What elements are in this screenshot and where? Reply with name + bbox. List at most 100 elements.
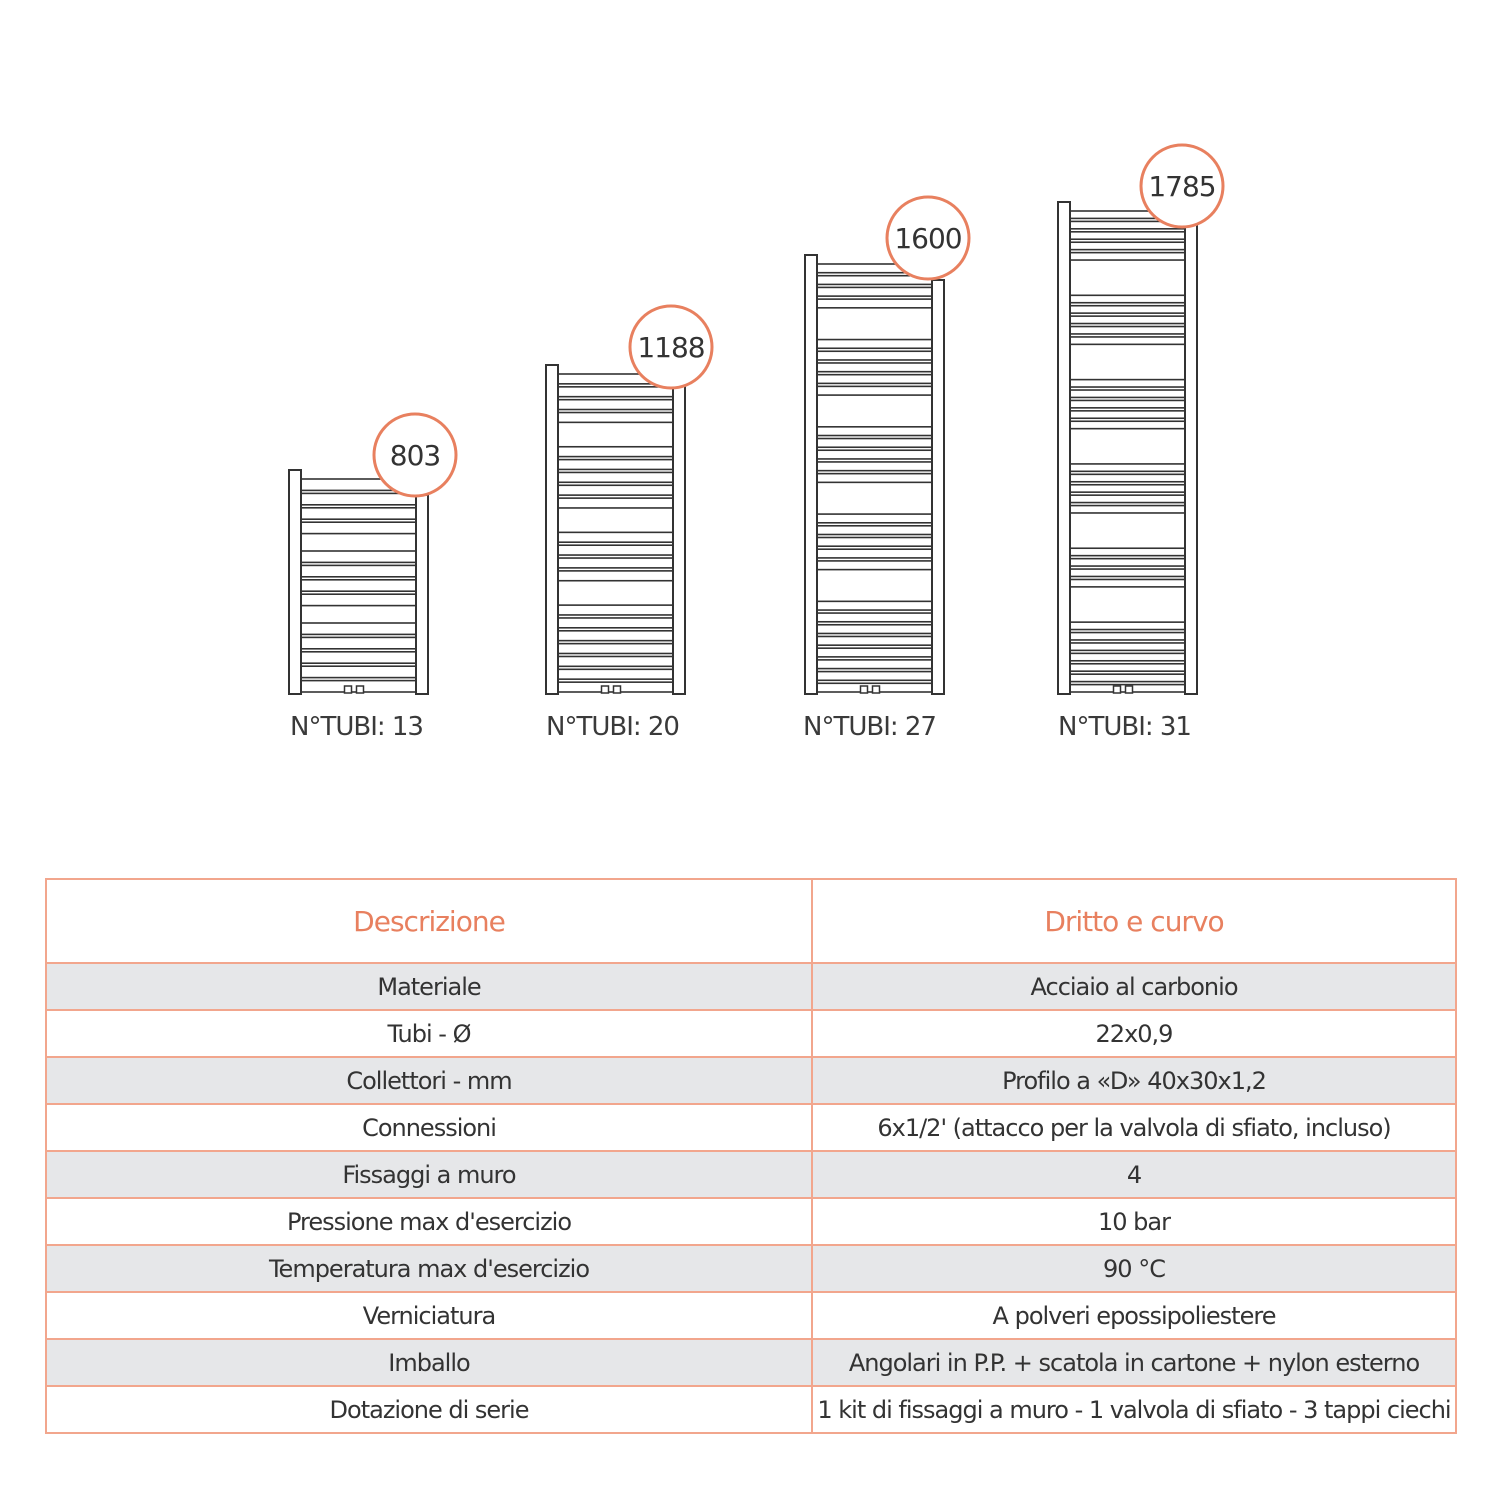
spec-label: Imballo <box>45 1338 813 1387</box>
valve-connector <box>859 685 869 694</box>
spec-value: Profilo a «D» 40x30x1,2 <box>811 1056 1457 1105</box>
spec-table: Descrizione Dritto e curvo Materiale Acci… <box>45 878 1457 1434</box>
height-badge <box>372 412 458 498</box>
tube <box>300 622 417 636</box>
tube <box>816 647 933 658</box>
tube <box>1069 231 1186 241</box>
tube <box>1069 336 1186 346</box>
tube <box>557 604 674 616</box>
height-value: 1785 <box>1148 170 1215 203</box>
tubes-label: N°TUBI: 20 <box>546 712 680 742</box>
spec-value: A polveri epossipoliestere <box>811 1291 1457 1340</box>
tube <box>557 531 674 543</box>
tube <box>300 550 417 564</box>
tube <box>816 670 933 682</box>
spec-label: Collettori - mm <box>45 1056 813 1105</box>
valve-connector <box>871 685 881 694</box>
spec-value: 4 <box>811 1150 1457 1199</box>
tube <box>1069 473 1186 483</box>
tube <box>557 668 674 680</box>
tube <box>557 544 674 556</box>
table-row: Connessioni 6x1/2' (attacco per la valvol… <box>45 1103 1457 1152</box>
tube <box>1069 547 1186 557</box>
tube <box>816 286 933 297</box>
tube <box>816 600 933 611</box>
tube <box>1069 420 1186 430</box>
right-collector <box>672 384 686 695</box>
tube <box>1069 568 1186 578</box>
header-value: Dritto e curvo <box>811 878 1457 964</box>
radiator-diagrams: 803 1188 1600 1785 <box>288 143 1225 695</box>
tube <box>816 350 933 361</box>
tube <box>816 513 933 524</box>
tubes-label: N°TUBI: 27 <box>803 712 937 742</box>
tube <box>1069 241 1186 251</box>
spec-label: Materiale <box>45 962 813 1011</box>
tube <box>557 629 674 642</box>
tube <box>1069 304 1186 314</box>
tube <box>1069 325 1186 335</box>
tube <box>816 298 933 309</box>
tube <box>1069 378 1186 388</box>
tube <box>557 617 674 629</box>
tube <box>816 426 933 437</box>
table-header-row: Descrizione Dritto e curvo <box>45 878 1457 964</box>
table-row: Collettori - mm Profilo a «D» 40x30x1,2 <box>45 1056 1457 1105</box>
tube <box>1069 504 1186 514</box>
tube <box>816 612 933 623</box>
tube <box>557 445 674 458</box>
tube <box>816 362 933 373</box>
tube <box>1069 652 1186 662</box>
left-collector <box>1057 201 1071 695</box>
tube <box>1069 494 1186 504</box>
table-row: Dotazione di serie 1 kit di fissaggi a mu… <box>45 1385 1457 1434</box>
tube <box>300 506 417 520</box>
tube <box>300 521 417 535</box>
valve-connector <box>343 685 353 694</box>
tube <box>1069 621 1186 631</box>
tube <box>300 665 417 679</box>
right-collector <box>931 279 945 695</box>
tube <box>300 650 417 664</box>
tube <box>557 398 674 411</box>
tube <box>557 570 674 582</box>
tube <box>557 411 674 424</box>
spec-label: Connessioni <box>45 1103 813 1152</box>
spec-value: 6x1/2' (attacco per la valvola di sfiato… <box>811 1103 1457 1152</box>
spec-value: Acciaio al carbonio <box>811 962 1457 1011</box>
tube <box>557 386 674 398</box>
spec-value: 1 kit di fissaggi a muro - 1 valvola di … <box>811 1385 1457 1434</box>
tube <box>816 461 933 472</box>
tube <box>816 385 933 396</box>
tube <box>816 437 933 449</box>
tube <box>1069 410 1186 420</box>
tube <box>557 484 674 496</box>
tube <box>1069 294 1186 304</box>
tube <box>1069 483 1186 493</box>
tube <box>1069 631 1186 641</box>
height-badge <box>628 304 714 390</box>
tube <box>816 449 933 460</box>
left-collector <box>288 469 302 695</box>
tube <box>816 635 933 646</box>
tube <box>557 471 674 484</box>
spec-value: Angolari in P.P. + scatola in cartone + … <box>811 1338 1457 1387</box>
spec-value: 10 bar <box>811 1197 1457 1246</box>
tube <box>1069 399 1186 409</box>
spec-label: Temperatura max d'esercizio <box>45 1244 813 1293</box>
table-row: Materiale Acciaio al carbonio <box>45 962 1457 1011</box>
tube <box>1069 642 1186 652</box>
tube <box>1069 251 1186 261</box>
tube <box>557 557 674 569</box>
valve-connector <box>612 685 622 694</box>
table-row: Pressione max d'esercizio 10 bar <box>45 1197 1457 1246</box>
valve-connector <box>1112 685 1122 694</box>
spec-value: 22x0,9 <box>811 1009 1457 1058</box>
height-badge <box>885 195 971 281</box>
tube <box>300 578 417 592</box>
valve-connector <box>355 685 365 694</box>
tube <box>300 492 417 506</box>
left-collector <box>545 364 559 695</box>
tube <box>816 536 933 548</box>
